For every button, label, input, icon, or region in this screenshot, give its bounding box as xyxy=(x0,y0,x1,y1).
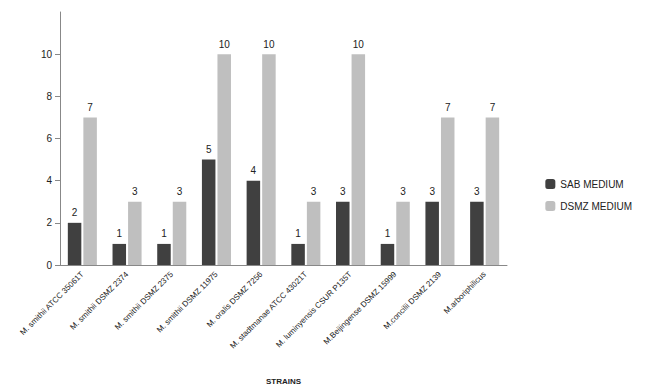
svg-text:SAB MEDIUM: SAB MEDIUM xyxy=(560,179,623,190)
svg-text:10: 10 xyxy=(263,39,275,50)
svg-text:STRAINS: STRAINS xyxy=(266,377,302,386)
svg-text:1: 1 xyxy=(161,228,167,239)
svg-text:3: 3 xyxy=(132,186,138,197)
svg-text:10: 10 xyxy=(353,39,365,50)
svg-text:2: 2 xyxy=(72,207,78,218)
svg-text:3: 3 xyxy=(429,186,435,197)
svg-text:7: 7 xyxy=(445,102,451,113)
svg-text:1: 1 xyxy=(295,228,301,239)
svg-text:3: 3 xyxy=(177,186,183,197)
svg-text:1: 1 xyxy=(116,228,122,239)
svg-text:10: 10 xyxy=(41,49,53,60)
svg-text:3: 3 xyxy=(340,186,346,197)
svg-text:M. smithii DSMZ 2374: M. smithii DSMZ 2374 xyxy=(68,269,131,332)
svg-text:6: 6 xyxy=(46,133,52,144)
svg-text:5: 5 xyxy=(206,144,212,155)
svg-text:DSMZ MEDIUM: DSMZ MEDIUM xyxy=(560,201,632,212)
svg-text:3: 3 xyxy=(474,186,480,197)
svg-text:3: 3 xyxy=(400,186,406,197)
svg-text:1: 1 xyxy=(385,228,391,239)
svg-text:0: 0 xyxy=(46,260,52,271)
svg-text:M. luminyensis CSUR P135T: M. luminyensis CSUR P135T xyxy=(274,270,354,350)
svg-text:M. smithii ATCC 35061T: M. smithii ATCC 35061T xyxy=(18,269,86,337)
svg-text:10: 10 xyxy=(219,39,231,50)
svg-text:7: 7 xyxy=(87,102,93,113)
svg-text:2: 2 xyxy=(46,217,52,228)
svg-text:4: 4 xyxy=(251,165,257,176)
svg-text:M.concilii DSMZ 2139: M.concilii DSMZ 2139 xyxy=(382,269,444,331)
svg-text:M. stadtmanae ATCC 43021T: M. stadtmanae ATCC 43021T xyxy=(228,270,309,351)
svg-text:M.Beijingense DSMZ 15999: M.Beijingense DSMZ 15999 xyxy=(322,269,399,346)
svg-text:4: 4 xyxy=(46,175,52,186)
svg-text:3: 3 xyxy=(311,186,317,197)
svg-text:M. oralis DSMZ 7256: M. oralis DSMZ 7256 xyxy=(204,269,265,330)
svg-text:M.arboriphilicus: M.arboriphilicus xyxy=(442,270,488,316)
svg-text:8: 8 xyxy=(46,91,52,102)
svg-text:M. smithii DSMZ 11975: M. smithii DSMZ 11975 xyxy=(155,269,220,335)
svg-text:7: 7 xyxy=(490,102,496,113)
svg-text:M. smithii DSMZ 2375: M. smithii DSMZ 2375 xyxy=(113,269,175,332)
